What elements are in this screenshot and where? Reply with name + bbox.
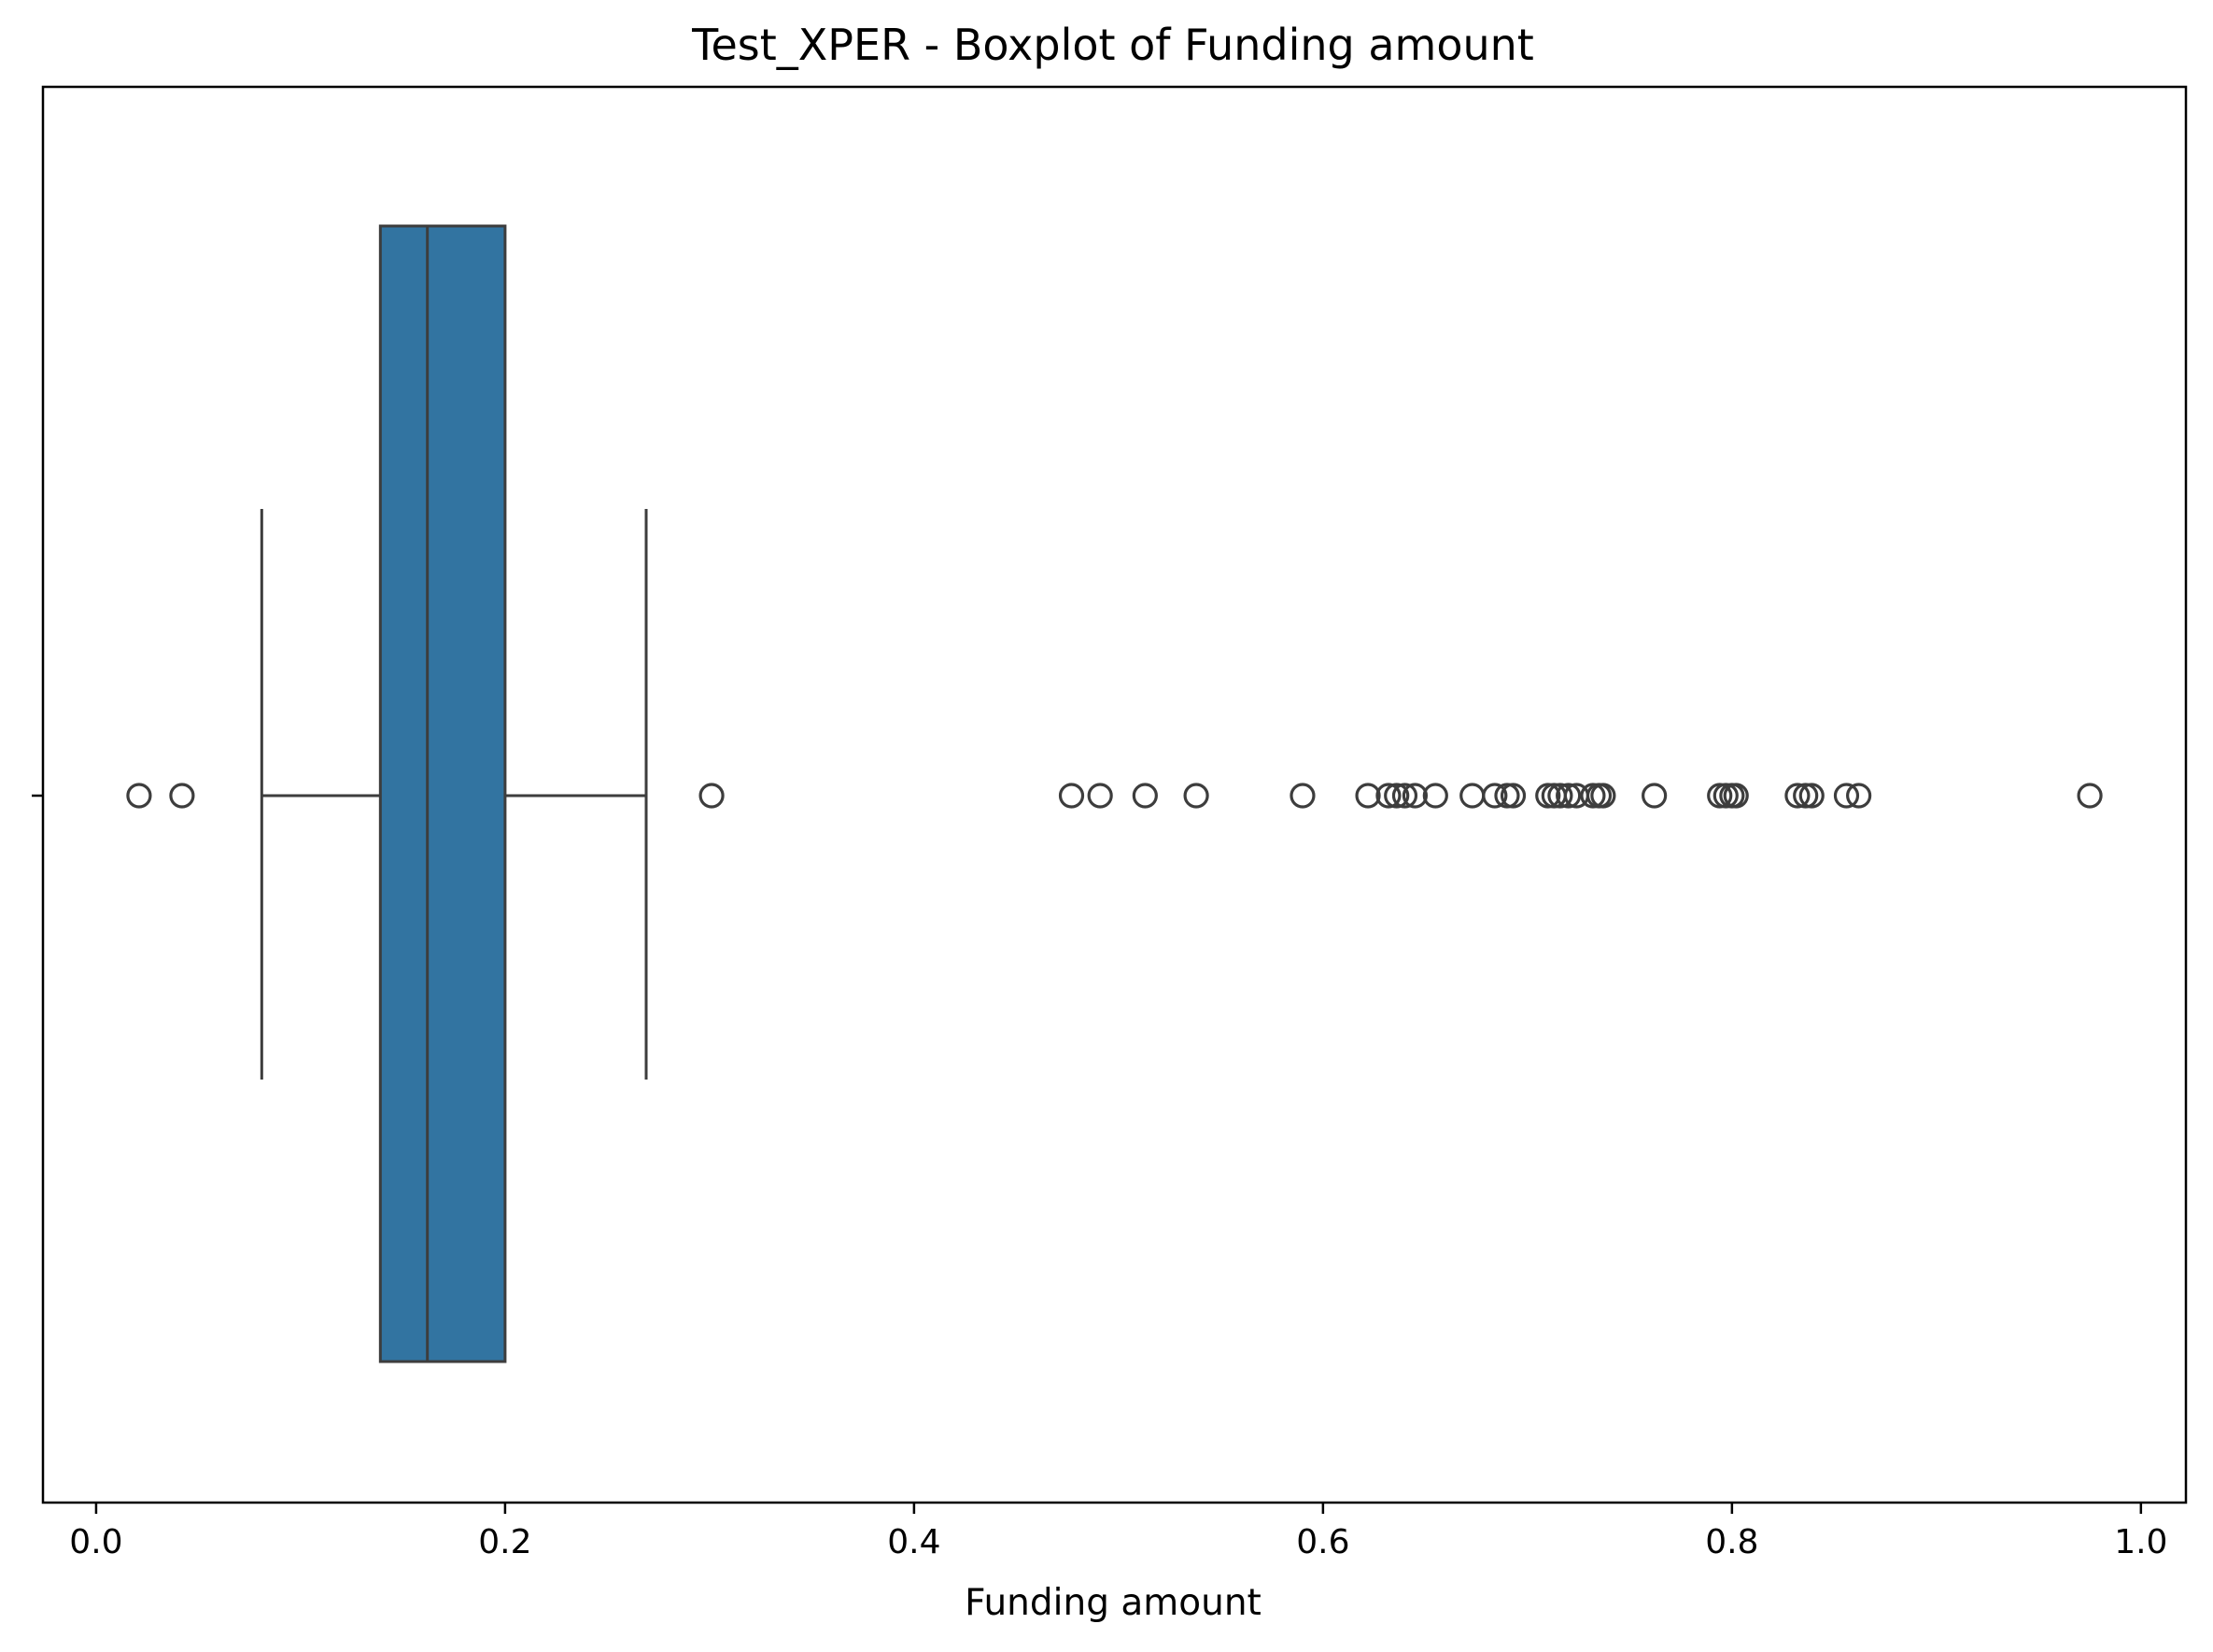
- outlier-point: [1459, 783, 1486, 809]
- outlier-point: [1793, 783, 1819, 809]
- x-tick-label: 0.2: [478, 1523, 531, 1561]
- outlier-point: [1500, 783, 1527, 809]
- outlier-point: [1355, 783, 1381, 809]
- x-axis-label: Funding amount: [965, 1582, 1262, 1624]
- x-tick-label: 0.6: [1296, 1523, 1349, 1561]
- outlier-point: [1402, 783, 1429, 809]
- outlier-point: [126, 783, 152, 809]
- outlier-point: [1590, 783, 1616, 809]
- outlier-point: [1784, 783, 1811, 809]
- outlier-point: [1713, 783, 1739, 809]
- outlier-point: [1707, 783, 1733, 809]
- x-tick-label: 0.0: [69, 1523, 122, 1561]
- x-tick-label: 1.0: [2114, 1523, 2167, 1561]
- outlier-point: [1494, 783, 1520, 809]
- outlier-point: [1556, 783, 1582, 809]
- outlier-point: [1547, 783, 1573, 809]
- outlier-point: [1846, 783, 1872, 809]
- outlier-point: [698, 783, 725, 809]
- outlier-point: [1183, 783, 1209, 809]
- plot-area: [126, 224, 2103, 1363]
- outlier-point: [1482, 783, 1508, 809]
- x-axis: 0.0 0.2 0.4 0.6 0.8 1.0: [69, 1503, 2167, 1561]
- outlier-point: [1798, 783, 1825, 809]
- outlier-point: [1087, 783, 1113, 809]
- outlier-point: [1058, 783, 1085, 809]
- outlier-point: [1375, 783, 1402, 809]
- x-tick-label: 0.4: [887, 1523, 940, 1561]
- outlier-point: [1580, 783, 1606, 809]
- outlier-point: [1384, 783, 1410, 809]
- outlier-point: [1833, 783, 1860, 809]
- outlier-point: [1422, 783, 1448, 809]
- outlier-point: [1723, 783, 1749, 809]
- iqr-box: [378, 224, 507, 1363]
- outlier-point: [1642, 783, 1668, 809]
- outlier-point: [2077, 783, 2103, 809]
- chart-title: Test_XPER - Boxplot of Funding amount: [691, 20, 1534, 70]
- outlier-point: [1290, 783, 1316, 809]
- outlier-point: [1535, 783, 1561, 809]
- outlier-point: [169, 783, 195, 809]
- outlier-point: [1391, 783, 1418, 809]
- outlier-point: [1132, 783, 1158, 809]
- x-tick-label: 0.8: [1705, 1523, 1758, 1561]
